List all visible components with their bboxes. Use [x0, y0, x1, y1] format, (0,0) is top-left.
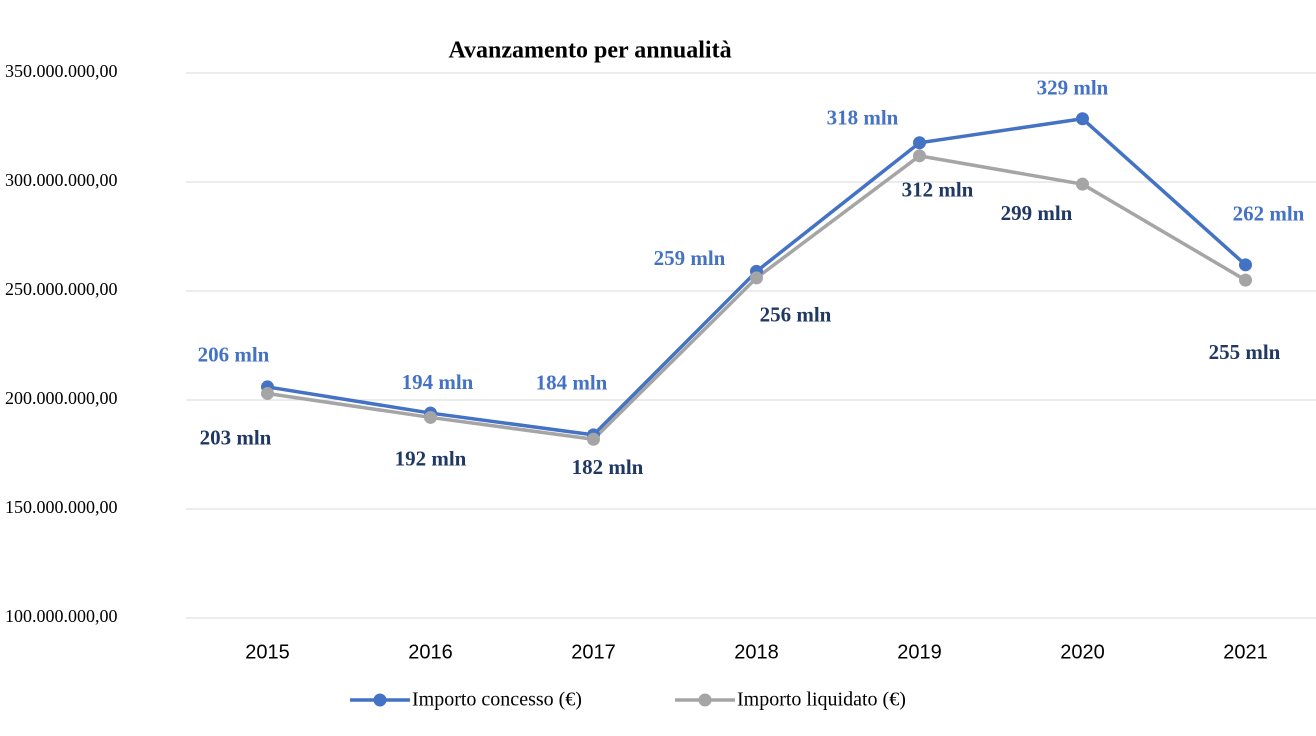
y-tick-label: 300.000.000,00 [5, 170, 118, 190]
data-label: 194 mln [402, 370, 474, 394]
data-label: 182 mln [572, 455, 644, 479]
x-tick-label: 2021 [1223, 641, 1268, 663]
point [750, 271, 763, 285]
x-tick-label: 2016 [408, 641, 453, 663]
data-label: 259 mln [654, 246, 726, 270]
y-tick-label: 150.000.000,00 [5, 497, 118, 517]
data-label: 256 mln [760, 303, 832, 327]
point [913, 136, 926, 150]
y-tick-label: 200.000.000,00 [5, 388, 118, 408]
legend-label: Importo liquidato (€) [737, 689, 906, 711]
data-label: 206 mln [198, 343, 270, 367]
chart-title: Avanzamento per annualità [448, 38, 731, 64]
legend-marker [373, 693, 387, 707]
y-tick-label: 250.000.000,00 [5, 279, 118, 299]
x-tick-label: 2020 [1060, 641, 1105, 663]
point [1239, 273, 1252, 287]
series-line [267, 153, 1247, 442]
legend-marker [698, 693, 712, 707]
data-label: 255 mln [1209, 340, 1281, 364]
legend-label: Importo concesso (€) [412, 689, 582, 711]
x-tick-label: 2018 [734, 641, 779, 663]
data-label: 318 mln [827, 106, 899, 130]
data-label: 312 mln [902, 178, 974, 202]
point [1076, 112, 1089, 126]
point [587, 432, 600, 446]
data-label: 192 mln [395, 446, 467, 470]
point [913, 149, 926, 163]
x-tick-label: 2015 [245, 641, 290, 663]
data-label: 203 mln [200, 425, 272, 449]
x-tick-label: 2019 [897, 641, 942, 663]
x-tick-label: 2017 [571, 641, 616, 663]
data-label: 329 mln [1037, 76, 1109, 100]
data-label: 262 mln [1233, 202, 1305, 226]
data-label: 299 mln [1001, 201, 1073, 225]
point [261, 386, 274, 400]
point [1239, 258, 1252, 272]
y-tick-label: 100.000.000,00 [5, 606, 118, 626]
data-label: 184 mln [536, 371, 608, 395]
y-tick-label: 350.000.000,00 [5, 61, 118, 81]
point [424, 410, 437, 424]
point [1076, 177, 1089, 191]
